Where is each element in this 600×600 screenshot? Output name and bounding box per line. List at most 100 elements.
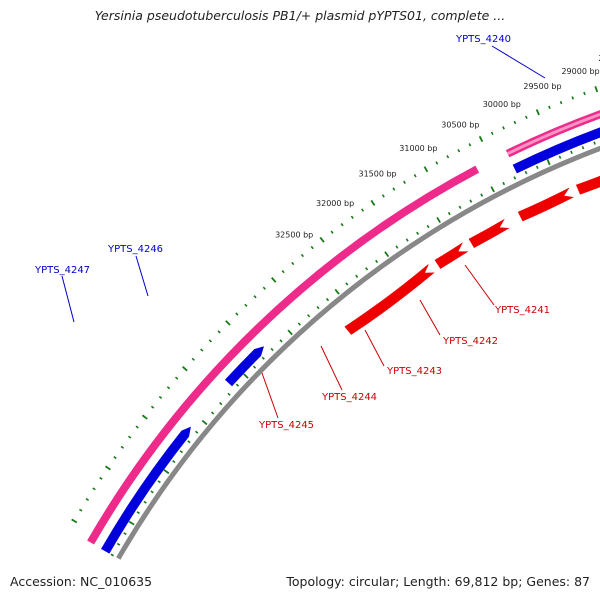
inner-tick-mark — [436, 216, 441, 224]
inner-tick-mark — [384, 251, 390, 258]
gene-ypts-4245-arrow[interactable] — [344, 264, 435, 335]
accession-label: Accession: — [10, 574, 77, 589]
length-label: Length: — [403, 574, 451, 589]
gene-ypts-4242-arrow[interactable] — [575, 165, 600, 195]
outer-tick-mark — [191, 357, 195, 361]
outer-tick-mark — [300, 253, 304, 258]
outer-tick-mark — [244, 303, 248, 307]
outer-tick-mark — [478, 135, 484, 143]
outer-tick-mark — [174, 376, 179, 380]
outer-tick-mark — [535, 109, 540, 116]
inner-tick-mark — [110, 553, 114, 557]
gene-ypts-4246-arrow[interactable] — [224, 346, 264, 387]
inner-tick-mark — [513, 176, 517, 180]
outer-tick-mark — [200, 348, 204, 352]
outer-tick-mark — [104, 465, 111, 471]
outer-tick-mark — [513, 120, 517, 125]
inner-tick-mark — [143, 500, 147, 504]
tick-label: 31500 bp — [358, 170, 396, 179]
outer-tick-mark — [71, 518, 78, 524]
outer-tick-mark — [340, 223, 344, 227]
gene-ypts-4247-arrow[interactable] — [101, 426, 191, 554]
inner-tick-mark — [546, 159, 551, 166]
tick-label: 32000 bp — [316, 199, 354, 208]
outer-tick-mark — [99, 476, 103, 480]
outer-tick-mark — [330, 230, 334, 234]
leader-line — [61, 275, 75, 323]
inner-tick-mark — [261, 356, 265, 360]
map-title: Yersinia pseudotuberculosis PB1/+ plasmi… — [94, 8, 506, 23]
inner-tick-mark — [163, 469, 170, 475]
leader-line — [135, 255, 149, 297]
gene-label[interactable]: YPTS_4241 — [494, 305, 550, 316]
outer-tick-mark — [235, 312, 239, 316]
inner-tick-mark — [123, 532, 127, 536]
outer-tick-mark — [468, 143, 472, 147]
outer-tick-mark — [525, 115, 528, 120]
inner-tick-mark — [502, 181, 506, 186]
gene-ypts-4244b-arrow[interactable] — [434, 242, 469, 269]
gene-label[interactable]: YPTS_4242 — [442, 336, 498, 347]
inner-tick-mark — [316, 305, 320, 310]
tick-label: 32500 bp — [275, 230, 313, 239]
inner-tick-mark — [227, 392, 231, 396]
gene-label[interactable]: YPTS_4240 — [455, 34, 511, 45]
gene-features[interactable] — [101, 87, 600, 554]
label-leaders — [61, 45, 546, 419]
inner-tick-mark — [187, 440, 191, 444]
outer-tick-mark — [135, 425, 139, 429]
genes-value: 87 — [574, 574, 590, 589]
inner-tick-mark — [116, 542, 121, 546]
gene-ypts-4240-arrow[interactable] — [512, 87, 600, 174]
inner-tick-mark — [405, 238, 409, 242]
outer-tick-mark — [457, 148, 461, 153]
accession-value: NC_010635 — [80, 574, 153, 589]
tick-label: 29500 bp — [523, 82, 561, 91]
inner-tick-mark — [279, 339, 283, 343]
outer-tick-mark — [381, 194, 385, 198]
inner-tick-mark — [365, 267, 369, 271]
outer-tick-mark — [150, 405, 155, 409]
outer-tick-mark — [158, 395, 163, 399]
gc-content-arc-left — [87, 165, 480, 545]
outer-tick-mark — [548, 105, 551, 110]
inner-tick-mark — [355, 274, 359, 278]
gene-labels[interactable]: YPTS_4240 YPTS_4246 YPTS_4247 YPTS_4241 YPTS… — [34, 34, 550, 431]
gene-label[interactable]: YPTS_4245 — [258, 420, 314, 431]
inner-tick-mark — [395, 245, 399, 249]
inner-tick-mark — [345, 282, 349, 286]
outer-tick-mark — [571, 96, 575, 100]
genome-summary: Topology: circular; Length: 69,812 bp; G… — [286, 574, 590, 589]
inner-tick-mark — [469, 199, 473, 203]
inner-tick-mark — [447, 211, 451, 216]
gene-label[interactable]: YPTS_4244 — [321, 392, 377, 403]
gene-label[interactable]: YPTS_4246 — [107, 244, 163, 255]
gene-ypts-4243-arrow[interactable] — [517, 187, 574, 222]
outer-tick-mark — [361, 208, 365, 212]
inner-tick-mark — [128, 520, 135, 526]
gene-label[interactable]: YPTS_4247 — [34, 265, 90, 276]
gc-content-highlight — [506, 112, 600, 156]
outer-tick-mark — [370, 199, 376, 206]
leader-line — [364, 329, 385, 367]
tick-label: 28500 bp — [598, 54, 600, 63]
topology-label: Topology: — [286, 574, 345, 589]
inner-tick-mark — [172, 460, 176, 464]
track-arcs — [87, 110, 600, 560]
inner-tick-mark — [157, 480, 161, 484]
outer-tick-mark — [253, 295, 257, 299]
inner-tick-mark — [458, 205, 462, 209]
gene-ypts-4244-arrow[interactable] — [468, 218, 510, 249]
inner-tick-mark — [287, 329, 293, 336]
inner-tick-mark — [150, 490, 154, 494]
backbone-circle — [116, 145, 600, 560]
tick-label: 30500 bp — [441, 121, 479, 130]
length-value: 69,812 bp — [454, 574, 519, 589]
inner-tick-mark — [195, 430, 199, 434]
inner-tick-mark — [201, 419, 208, 426]
tick-label: 29000 bp — [561, 67, 599, 76]
outer-tick-mark — [310, 245, 314, 250]
gene-label[interactable]: YPTS_4243 — [386, 366, 442, 377]
outer-tick-mark — [271, 277, 277, 283]
